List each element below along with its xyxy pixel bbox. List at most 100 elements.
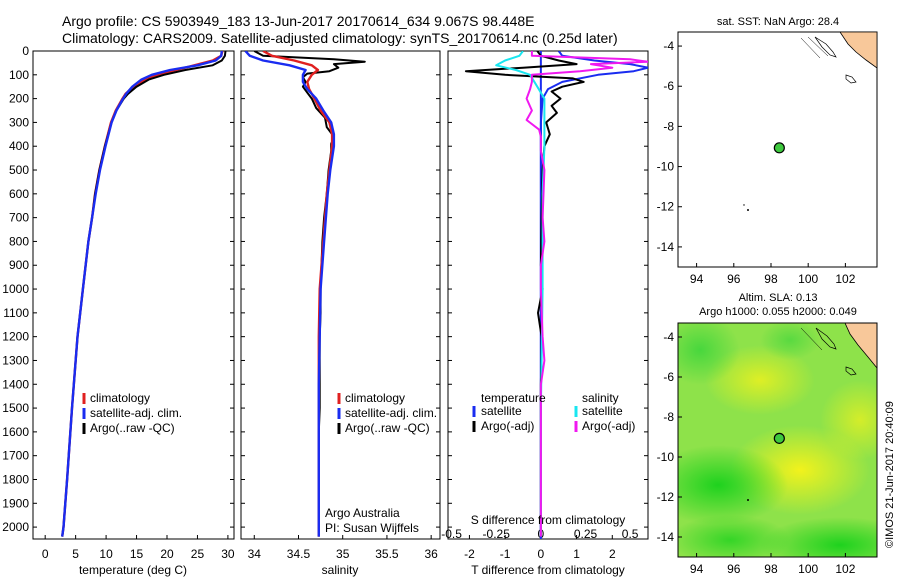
s-difference-tick-label: -0.5 (441, 527, 462, 541)
latitude-tick-label: -6 (663, 79, 674, 93)
longitude-tick-label: 94 (690, 272, 704, 286)
sla-low-patch (678, 323, 740, 385)
sst-map-title: sat. SST: NaN Argo: 28.4 (717, 16, 839, 28)
legend-label-argo: Argo(..raw -QC) (345, 421, 430, 435)
series-argo-raw-qc- (61, 51, 223, 537)
s-difference-tick-label: 0.25 (574, 527, 598, 541)
island-outline (845, 366, 857, 376)
legend-title-salinity: salinity (582, 391, 619, 405)
temperature-panel-frame (32, 50, 235, 540)
salinity-tick-label: 34.5 (287, 547, 311, 561)
sst-map-axes: 94 96 98 100 102 -4 -6 -8 -10 -12 -14 (657, 39, 856, 286)
title-line-1: Argo profile: CS 5903949_183 13-Jun-2017… (62, 13, 535, 29)
sumatra-coast (844, 323, 877, 369)
s-difference-label: S difference from climatology (471, 513, 626, 527)
t-difference-x-axis: -2 -1 0 1 2 (464, 535, 616, 561)
temperature-tick-label: 30 (221, 547, 235, 561)
sla-low-patch (678, 515, 790, 557)
latitude-tick-label: -10 (657, 160, 675, 174)
latitude-tick-label: -8 (663, 410, 674, 424)
legend-label-s-argo: Argo(-adj) (582, 419, 635, 433)
depth-tick-label: 1900 (2, 496, 29, 510)
legend-label-satellite: satellite-adj. clim. (345, 406, 437, 420)
salinity-legend: climatology satellite-adj. clim. Argo(..… (337, 391, 437, 435)
series-t-satellite (539, 51, 648, 537)
sla-map-field (678, 323, 877, 557)
island-dot (747, 499, 749, 501)
series-s-argo-adj- (525, 51, 648, 537)
longitude-tick-label: 100 (798, 562, 818, 576)
t-difference-tick-label: -2 (464, 547, 475, 561)
island-outline (845, 74, 857, 84)
sumatra-coast (839, 31, 878, 69)
difference-panel-frame (447, 50, 649, 540)
series-satellite-adj-clim- (61, 51, 227, 537)
island-outline (815, 327, 837, 350)
longitude-tick-label: 98 (764, 562, 778, 576)
temperature-x-axis: 0 5 10 15 20 25 30 (42, 535, 235, 561)
salinity-tick-label: 35 (336, 547, 350, 561)
longitude-tick-label: 96 (727, 272, 741, 286)
legend-label-s-satellite: satellite (582, 404, 623, 418)
island-outline (814, 36, 837, 58)
temperature-tick-label: 0 (42, 547, 49, 561)
latitude-tick-label: -14 (657, 530, 675, 544)
depth-tick-label: 1400 (2, 377, 29, 391)
sla-map-axes: 94 96 98 100 102 -4 -6 -8 -10 -12 -14 (657, 330, 856, 576)
depth-tick-label: 1800 (2, 472, 29, 486)
t-difference-tick-label: 2 (609, 547, 616, 561)
t-difference-xlabel: T difference from climatology (471, 563, 625, 577)
longitude-tick-label: 102 (835, 562, 855, 576)
salinity-x-axis: 34 34.5 35 35.5 36 (248, 535, 438, 561)
t-difference-tick-label: 0 (538, 547, 545, 561)
temperature-legend: climatology satellite-adj. clim. Argo(..… (82, 391, 182, 435)
t-difference-tick-label: -1 (500, 547, 511, 561)
series-s-satellite (495, 51, 546, 537)
island-outline (800, 327, 823, 351)
latitude-tick-label: -12 (657, 490, 675, 504)
imos-credit: ©IMOS 21-Jun-2017 20:40:09 (884, 401, 896, 548)
latitude-tick-label: -12 (657, 200, 675, 214)
temperature-tick-label: 5 (72, 547, 79, 561)
longitude-tick-label: 100 (798, 272, 818, 286)
legend-label-argo: Argo(..raw -QC) (90, 421, 175, 435)
depth-tick-label: 1000 (2, 282, 29, 296)
depth-tick-label: 1200 (2, 330, 29, 344)
depth-tick-label: 0 (22, 44, 29, 58)
latitude-tick-label: -8 (663, 119, 674, 133)
temperature-xlabel: temperature (deg C) (79, 563, 187, 577)
latitude-tick-label: -10 (657, 450, 675, 464)
depth-tick-label: 900 (9, 258, 29, 272)
depth-tick-label: 1700 (2, 449, 29, 463)
longitude-tick-label: 96 (727, 562, 741, 576)
argo-float-marker (773, 142, 785, 154)
sla-low-patch (760, 323, 820, 360)
sst-map-land (743, 31, 878, 211)
longitude-tick-label: 98 (764, 272, 778, 286)
depth-tick-label: 500 (9, 163, 29, 177)
t-difference-tick-label: 1 (573, 547, 580, 561)
salinity-tick-label: 34 (248, 547, 262, 561)
sla-map-subtitle: Argo h1000: 0.055 h2000: 0.049 (699, 306, 857, 318)
series-climatology (61, 51, 224, 537)
depth-tick-label: 1500 (2, 401, 29, 415)
pi-label: PI: Susan Wijffels (325, 521, 419, 535)
salinity-tick-label: 35.5 (375, 547, 399, 561)
latitude-tick-label: -4 (663, 39, 674, 53)
depth-tick-label: 100 (9, 68, 29, 82)
title-line-2: Climatology: CARS2009. Satellite-adjuste… (62, 30, 618, 46)
salinity-xlabel: salinity (322, 563, 359, 577)
s-difference-tick-label: 0.5 (622, 527, 639, 541)
legend-label-climatology: climatology (90, 391, 150, 405)
series-argo-raw-qc- (253, 51, 366, 537)
temperature-tick-label: 10 (99, 547, 113, 561)
depth-tick-label: 1100 (3, 306, 29, 320)
series-t-argo-adj- (464, 51, 585, 537)
legend-title-temperature: temperature (481, 391, 546, 405)
salinity-panel-frame (240, 50, 441, 540)
depth-axis: 0 100 200 300 400 500 600 700 800 900 1000 1100 1200… (2, 44, 648, 534)
depth-tick-label: 700 (9, 211, 29, 225)
depth-tick-label: 2000 (2, 520, 29, 534)
sla-map-frame (677, 322, 878, 558)
